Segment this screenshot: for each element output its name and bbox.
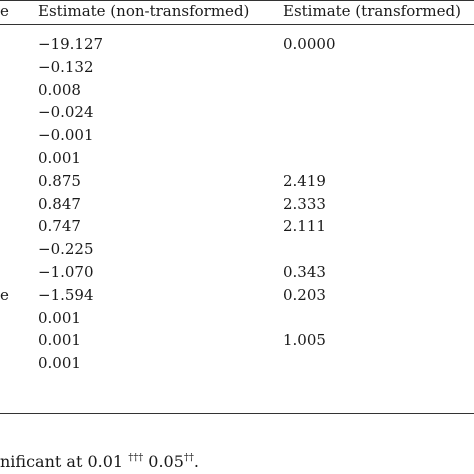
footnote-text: nificant at 0.01 [0, 452, 129, 471]
column-header-variable: e [0, 2, 9, 20]
table-cell-estimate-transformed: 0.0000 [283, 35, 336, 53]
column-header-estimate-nontransformed: Estimate (non-transformed) [38, 2, 250, 20]
table-cell-estimate-nontransformed: −0.024 [38, 103, 94, 121]
table-cell-estimate-transformed: 2.419 [283, 172, 326, 190]
footnote-end: . [193, 452, 199, 471]
table-cell-estimate-nontransformed: 0.001 [38, 331, 81, 349]
footnote-mid: 0.05 [143, 452, 184, 471]
table-cell-estimate-nontransformed: −0.132 [38, 58, 94, 76]
table-cell-estimate-transformed: 0.203 [283, 286, 326, 304]
table-cell-estimate-nontransformed: −0.001 [38, 126, 94, 144]
table-cell-estimate-nontransformed: 0.875 [38, 172, 81, 190]
table-cell-estimate-nontransformed: −1.070 [38, 263, 94, 281]
table-footnote: nificant at 0.01 ††† 0.05††. [0, 452, 199, 472]
table-cell-estimate-nontransformed: 0.847 [38, 195, 81, 213]
table-cell-row-label: e [0, 286, 9, 304]
header-rule [0, 24, 474, 25]
table-cell-estimate-nontransformed: 0.747 [38, 217, 81, 235]
footnote-mark-double-dagger: †† [183, 452, 194, 464]
table-top-rule [0, 0, 474, 1]
column-header-estimate-transformed: Estimate (transformed) [283, 2, 461, 20]
table-cell-estimate-nontransformed: 0.008 [38, 81, 81, 99]
table-cell-estimate-nontransformed: −0.225 [38, 240, 94, 258]
table-cell-estimate-nontransformed: −19.127 [38, 35, 104, 53]
table-cell-estimate-nontransformed: 0.001 [38, 309, 81, 327]
footnote-mark-triple-dagger: ††† [128, 452, 144, 464]
table-cell-estimate-nontransformed: 0.001 [38, 149, 81, 167]
table-cell-estimate-nontransformed: 0.001 [38, 354, 81, 372]
table-cell-estimate-transformed: 1.005 [283, 331, 326, 349]
table-cell-estimate-transformed: 0.343 [283, 263, 326, 281]
table-cell-estimate-transformed: 2.333 [283, 195, 326, 213]
table-cell-estimate-transformed: 2.111 [283, 217, 326, 235]
table-bottom-rule [0, 413, 474, 414]
table-cell-estimate-nontransformed: −1.594 [38, 286, 94, 304]
